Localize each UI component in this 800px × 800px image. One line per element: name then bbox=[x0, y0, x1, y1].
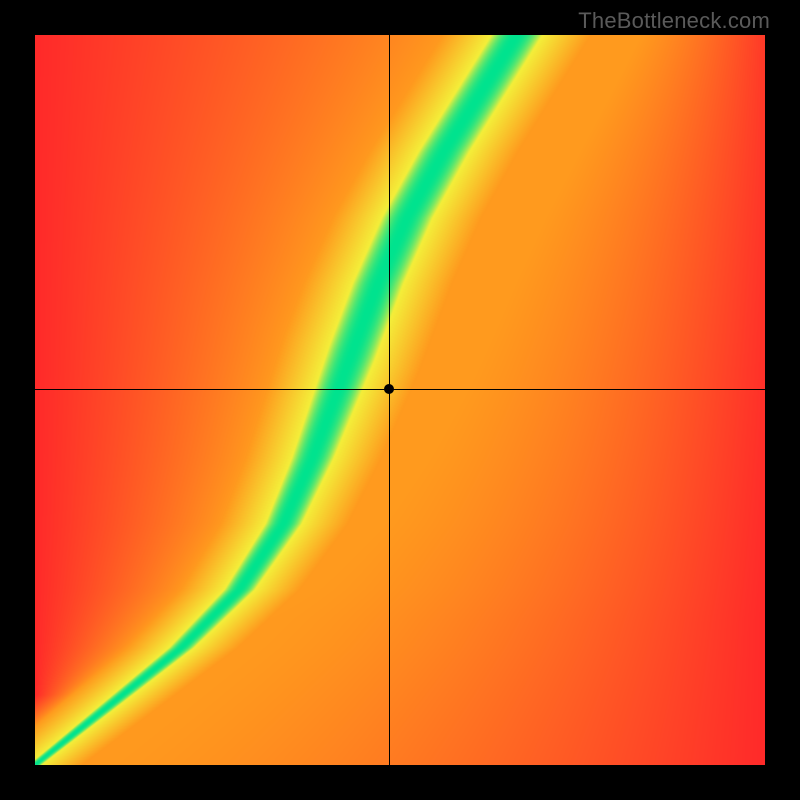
plot-area bbox=[35, 35, 765, 765]
watermark-text: TheBottleneck.com bbox=[578, 8, 770, 34]
bottleneck-heatmap bbox=[35, 35, 765, 765]
crosshair-vertical bbox=[389, 35, 390, 765]
data-point-marker bbox=[384, 384, 394, 394]
crosshair-horizontal bbox=[35, 389, 765, 390]
